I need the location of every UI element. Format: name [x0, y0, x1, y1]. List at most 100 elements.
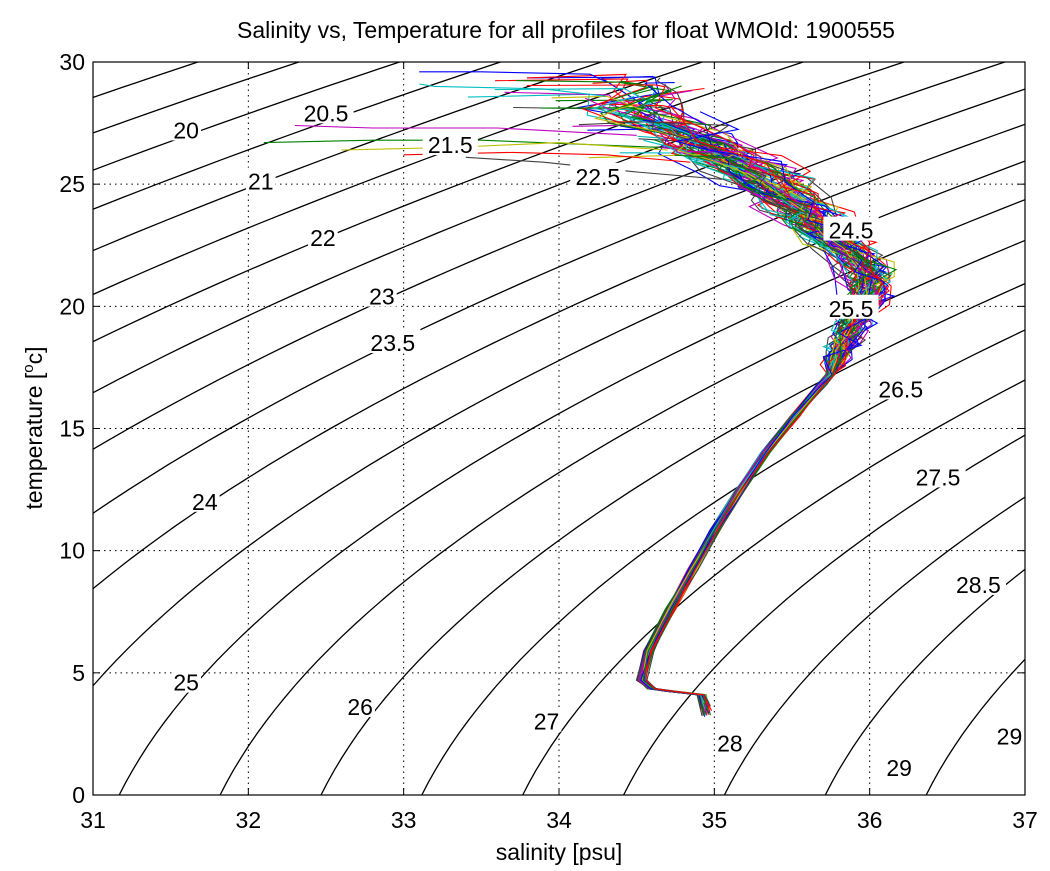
x-tick-label: 36 [857, 807, 883, 833]
y-tick-label: 0 [72, 782, 85, 808]
density-contour [93, 62, 604, 252]
profile-line [642, 154, 875, 712]
contour-label: 20 [173, 117, 199, 143]
profile-line [640, 111, 886, 708]
contour-label: 21.5 [428, 132, 473, 158]
y-tick-label: 30 [59, 49, 85, 75]
profile-line [633, 110, 876, 713]
y-axis-label-superscript: o [20, 364, 37, 372]
contour-label-bg [715, 729, 745, 754]
density-contour [93, 62, 705, 296]
contour-label: 29 [886, 755, 912, 781]
density-contour [320, 282, 1025, 795]
contour-label-bg [823, 216, 879, 241]
density-contour [93, 123, 1025, 590]
y-axis-label-base: temperature [ [21, 372, 47, 509]
x-axis-label: salinity [psu] [496, 839, 623, 865]
y-tick-label: 25 [59, 171, 85, 197]
profile-line [555, 99, 883, 716]
density-contour [118, 198, 1025, 795]
contour-label: 27.5 [916, 464, 961, 490]
contour-label-bg [308, 223, 338, 248]
contour-label: 28.5 [956, 572, 1001, 598]
profile-lines [263, 71, 898, 717]
contour-label-bg [365, 328, 421, 353]
profile-line [606, 103, 886, 707]
contour-label: 22.5 [575, 164, 620, 190]
density-contour [93, 62, 503, 210]
density-contour [93, 62, 1007, 451]
density-contours [93, 62, 1025, 795]
density-contour [93, 62, 402, 171]
density-contour [93, 62, 806, 343]
contour-label-bg [531, 707, 562, 732]
profile-line [587, 107, 884, 704]
contour-label-bg [422, 131, 478, 156]
density-contour [93, 160, 1025, 687]
contour-label: 23 [369, 284, 395, 310]
y-axis-label: temperature [oc] [20, 346, 47, 509]
contour-label: 26 [347, 694, 373, 720]
profile-line [585, 97, 877, 712]
contour-label: 25.5 [829, 296, 874, 322]
contour-label: 23.5 [370, 330, 415, 356]
profile-line [513, 106, 871, 704]
profile-line [341, 142, 668, 151]
contour-label-bg [190, 487, 220, 512]
x-tick-label: 33 [391, 807, 417, 833]
contour-label-bg [298, 99, 354, 124]
chart-title: Salinity vs, Temperature for all profile… [237, 17, 895, 43]
contour-label: 24 [192, 489, 218, 515]
contour-label: 24.5 [829, 218, 874, 244]
profile-line [639, 127, 862, 706]
profile-line [541, 107, 877, 708]
profile-line [578, 121, 873, 716]
contour-label: 27 [534, 709, 560, 735]
profile-line [294, 124, 637, 136]
x-tick-label: 32 [236, 807, 262, 833]
density-contour [421, 329, 1025, 795]
x-tick-label: 37 [1012, 807, 1038, 833]
density-contour [521, 379, 1025, 795]
y-tick-label: 20 [59, 293, 85, 319]
contour-label: 28 [717, 731, 743, 757]
profile-line [645, 107, 890, 711]
profile-line [592, 95, 866, 710]
contour-label: 29 [997, 723, 1023, 749]
contour-labels: 20 20.5 21 21.5 22 22.5 23 23.5 24 24.5 25 25.5 26 26… [171, 99, 1025, 781]
contour-label-bg [345, 693, 375, 718]
contour-label-bg [950, 570, 1006, 595]
contour-label-bg [171, 668, 201, 693]
profile-line [594, 104, 860, 704]
density-contour [93, 88, 1025, 515]
density-contour [723, 496, 1025, 795]
density-contour [925, 658, 1025, 795]
contour-label-bg [570, 162, 626, 187]
contour-label: 20.5 [304, 100, 349, 126]
contour-label: 26.5 [878, 376, 923, 402]
profile-line [419, 71, 606, 82]
y-tick-label: 5 [72, 660, 85, 686]
contour-label-bg [245, 167, 276, 192]
profile-line [587, 128, 897, 703]
profile-line [606, 121, 879, 705]
profile-line [419, 83, 606, 97]
y-tick-label: 10 [59, 538, 85, 564]
contour-label: 21 [248, 169, 274, 195]
contour-label: 22 [310, 225, 336, 251]
profile-line [602, 103, 890, 705]
axis-ticks: 31 32 33 34 35 36 37 0 5 10 15 20 25 30 [59, 49, 1037, 833]
contour-label: 25 [173, 670, 199, 696]
x-tick-label: 34 [546, 807, 572, 833]
contour-label-bg [367, 282, 397, 307]
x-tick-label: 35 [702, 807, 728, 833]
profile-line [494, 88, 876, 705]
contour-label-bg [884, 754, 914, 779]
contour-label-bg [873, 375, 929, 400]
x-tick-label: 31 [80, 807, 106, 833]
density-contour [219, 239, 1025, 795]
grid [93, 62, 1025, 795]
density-contour [622, 434, 1025, 795]
